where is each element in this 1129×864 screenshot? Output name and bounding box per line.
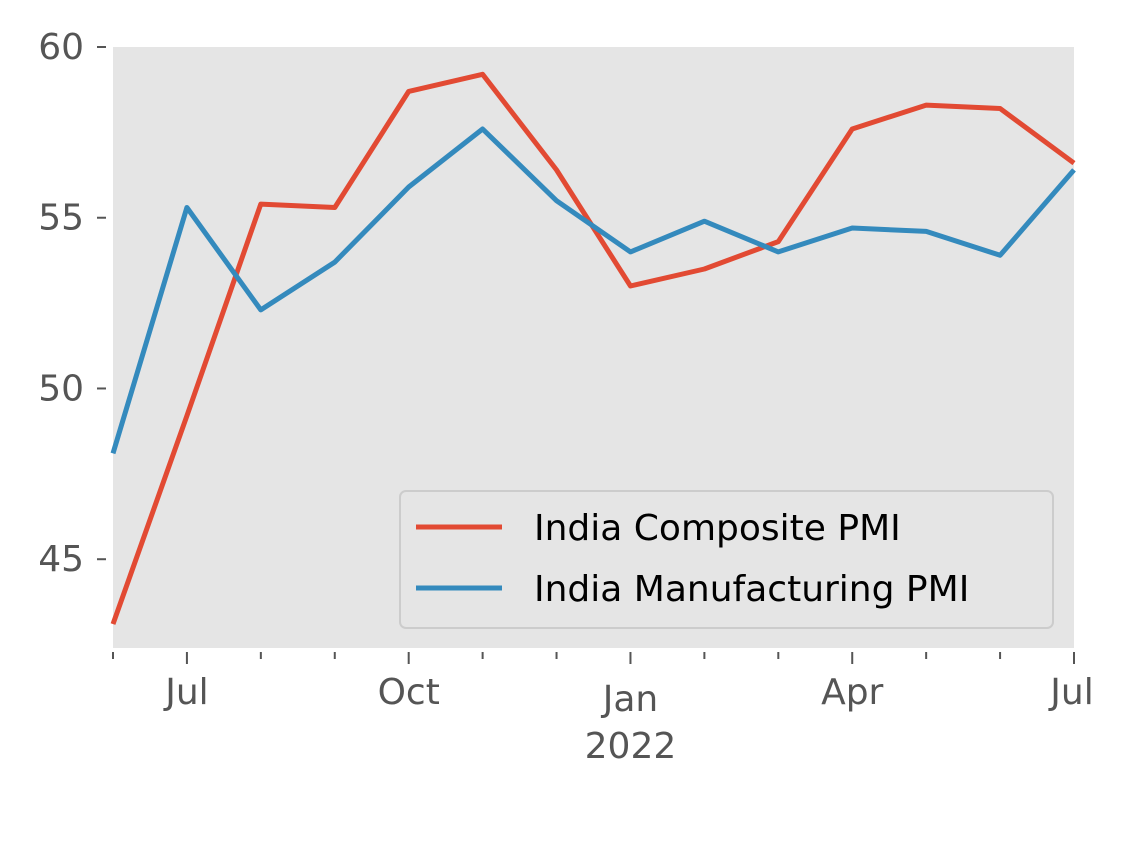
y-tick-label: 55 xyxy=(38,198,84,239)
x-axis: Jul Oct Jan Apr Jul 2022 xyxy=(112,652,1094,767)
legend-box xyxy=(399,490,1054,629)
y-tick-label: 45 xyxy=(38,539,84,580)
x-tick-label: Jan xyxy=(601,679,659,720)
x-tick-label: Oct xyxy=(378,672,440,713)
series-line-1 xyxy=(110,126,1076,455)
x-tick-label: Jul xyxy=(1048,672,1093,713)
legend: India Composite PMI India Manufacturing P… xyxy=(399,490,1054,629)
x-year-label: 2022 xyxy=(585,726,677,767)
legend-label-0: India Composite PMI xyxy=(534,508,901,549)
y-axis: 45 50 55 60 xyxy=(38,27,106,580)
y-tick-label: 50 xyxy=(38,368,84,409)
legend-label-1: India Manufacturing PMI xyxy=(534,569,969,610)
series-lines xyxy=(110,71,1076,625)
x-tick-label: Jul xyxy=(163,672,208,713)
x-tick-label: Apr xyxy=(821,672,883,713)
y-tick-label: 60 xyxy=(38,27,84,68)
